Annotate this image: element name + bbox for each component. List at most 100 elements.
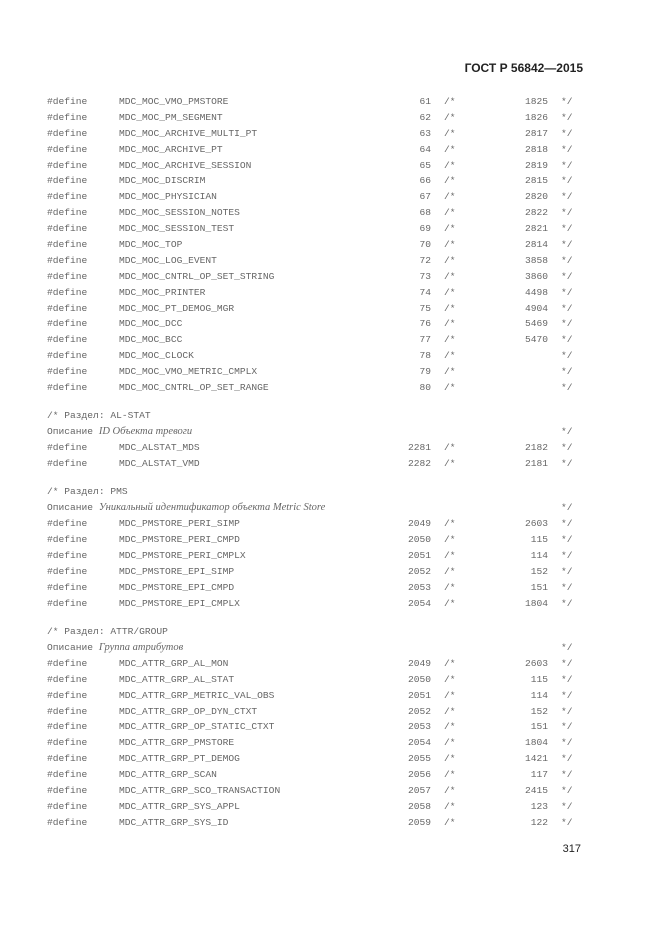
macro-value: 2049 [407, 518, 431, 530]
comment-open: /* [444, 127, 456, 139]
define-row: #define MDC_ATTR_GRP_AL_STAT 2050 /* 115 */ [0, 672, 661, 688]
comment-open: /* [444, 785, 456, 797]
comment-code: 2815 [524, 175, 548, 187]
code-section: /* Раздел: ATTR/GROUP Описание Группа атр… [0, 612, 661, 831]
macro-name: MDC_MOC_PRINTER [119, 286, 206, 298]
define-row: #define MDC_PMSTORE_PERI_CMPLX 2051 /* 114 */ [0, 548, 661, 564]
define-keyword: #define [47, 518, 88, 530]
comment-open: /* [444, 143, 456, 155]
comment-close: */ [561, 550, 573, 562]
comment-close: */ [561, 382, 573, 394]
comment-close: */ [561, 286, 573, 298]
comment-open: /* [444, 254, 456, 266]
define-row: #define MDC_MOC_DCC 76 /* 5469 */ [0, 316, 661, 332]
define-keyword: #define [47, 223, 88, 235]
comment-open: /* [444, 705, 456, 717]
comment-close: */ [561, 143, 573, 155]
section-description: Описание ID Объекта тревоги [47, 424, 192, 440]
comment-close: */ [561, 442, 573, 454]
define-keyword: #define [47, 581, 88, 593]
macro-name: MDC_PMSTORE_EPI_SIMP [119, 565, 235, 577]
comment-open: /* [444, 191, 456, 203]
macro-name: MDC_MOC_DISCRIM [119, 175, 206, 187]
macro-name: MDC_ATTR_GRP_SCO_TRANSACTION [119, 785, 281, 797]
define-row: #define MDC_MOC_PHYSICIAN 67 /* 2820 */ [0, 189, 661, 205]
define-keyword: #define [47, 334, 88, 346]
comment-close: */ [561, 239, 573, 251]
macro-value: 2054 [407, 597, 431, 609]
description-text: Уникальный идентификатор объекта Metric … [98, 502, 326, 514]
comment-code: 2819 [524, 159, 548, 171]
section-spacer [0, 396, 661, 409]
comment-code: 2603 [524, 518, 548, 530]
macro-value: 61 [419, 96, 431, 107]
comment-close: */ [561, 159, 573, 171]
comment-close: */ [561, 753, 573, 765]
macro-value: 2281 [407, 442, 431, 454]
comment-close: */ [561, 800, 573, 812]
description-text: ID Объекта тревоги [98, 426, 193, 438]
macro-value: 2058 [407, 800, 431, 812]
define-keyword: #define [47, 737, 88, 749]
define-row: #define MDC_MOC_LOG_EVENT 72 /* 3858 */ [0, 253, 661, 269]
comment-open: /* [444, 350, 456, 362]
define-keyword: #define [47, 286, 88, 298]
comment-close: */ [561, 673, 573, 685]
comment-code: 4498 [524, 286, 548, 298]
comment-close: */ [561, 534, 573, 546]
section-title: /* Раздел: ATTR/GROUP [47, 626, 168, 638]
macro-value: 2054 [407, 737, 431, 749]
define-row: #define MDC_MOC_PT_DEMOG_MGR 75 /* 4904 */ [0, 301, 661, 317]
section-description-row: Описание ID Объекта тревоги */ [0, 424, 661, 440]
comment-code: 5469 [524, 318, 548, 330]
description-label: Описание [47, 502, 94, 514]
macro-value: 72 [419, 254, 431, 266]
section-description-row: Описание Группа атрибутов */ [0, 640, 661, 656]
define-keyword: #define [47, 721, 88, 733]
comment-close: */ [561, 334, 573, 346]
macro-value: 64 [419, 143, 431, 155]
comment-open: /* [444, 207, 456, 219]
macro-name: MDC_MOC_CLOCK [119, 350, 194, 362]
comment-open: /* [444, 159, 456, 171]
define-keyword: #define [47, 458, 88, 470]
comment-code: 2822 [524, 207, 548, 219]
comment-code: 2415 [524, 785, 548, 797]
define-keyword: #define [47, 597, 88, 609]
define-row: #define MDC_MOC_VMO_METRIC_CMPLX 79 /* */ [0, 364, 661, 380]
section-spacer [0, 612, 661, 625]
define-keyword: #define [47, 769, 88, 781]
comment-code: 2181 [524, 458, 548, 470]
define-keyword: #define [47, 111, 88, 123]
macro-name: MDC_MOC_CNTRL_OP_SET_STRING [119, 270, 275, 282]
define-keyword: #define [47, 318, 88, 330]
define-keyword: #define [47, 159, 88, 171]
comment-open: /* [444, 442, 456, 454]
comment-close: */ [561, 565, 573, 577]
define-row: #define MDC_ATTR_GRP_SCO_TRANSACTION 2057 /… [0, 783, 661, 799]
define-keyword: #define [47, 143, 88, 155]
comment-open: /* [444, 458, 456, 470]
define-row: #define MDC_MOC_DISCRIM 66 /* 2815 */ [0, 173, 661, 189]
macro-value: 79 [419, 366, 431, 378]
comment-close: */ [561, 769, 573, 781]
comment-code: 114 [530, 689, 548, 701]
comment-code: 122 [530, 816, 548, 828]
description-label: Описание [47, 642, 94, 653]
define-keyword: #define [47, 565, 88, 577]
comment-code: 2821 [524, 223, 548, 235]
section-description: Описание Уникальный идентификатор объект… [47, 500, 325, 516]
comment-code: 152 [530, 705, 548, 717]
define-keyword: #define [47, 96, 88, 107]
macro-name: MDC_ALSTAT_VMD [119, 458, 200, 470]
macro-value: 2056 [407, 769, 431, 781]
comment-open: /* [444, 800, 456, 812]
comment-close: */ [561, 785, 573, 797]
comment-open: /* [444, 657, 456, 669]
comment-close: */ [561, 96, 573, 107]
macro-name: MDC_MOC_ARCHIVE_SESSION [119, 159, 252, 171]
define-row: #define MDC_ATTR_GRP_SYS_ID 2059 /* 122 */ [0, 815, 661, 831]
macro-name: MDC_MOC_SESSION_TEST [119, 223, 235, 235]
standard-header: ГОСТ Р 56842—2015 [464, 61, 583, 75]
macro-value: 2057 [407, 785, 431, 797]
